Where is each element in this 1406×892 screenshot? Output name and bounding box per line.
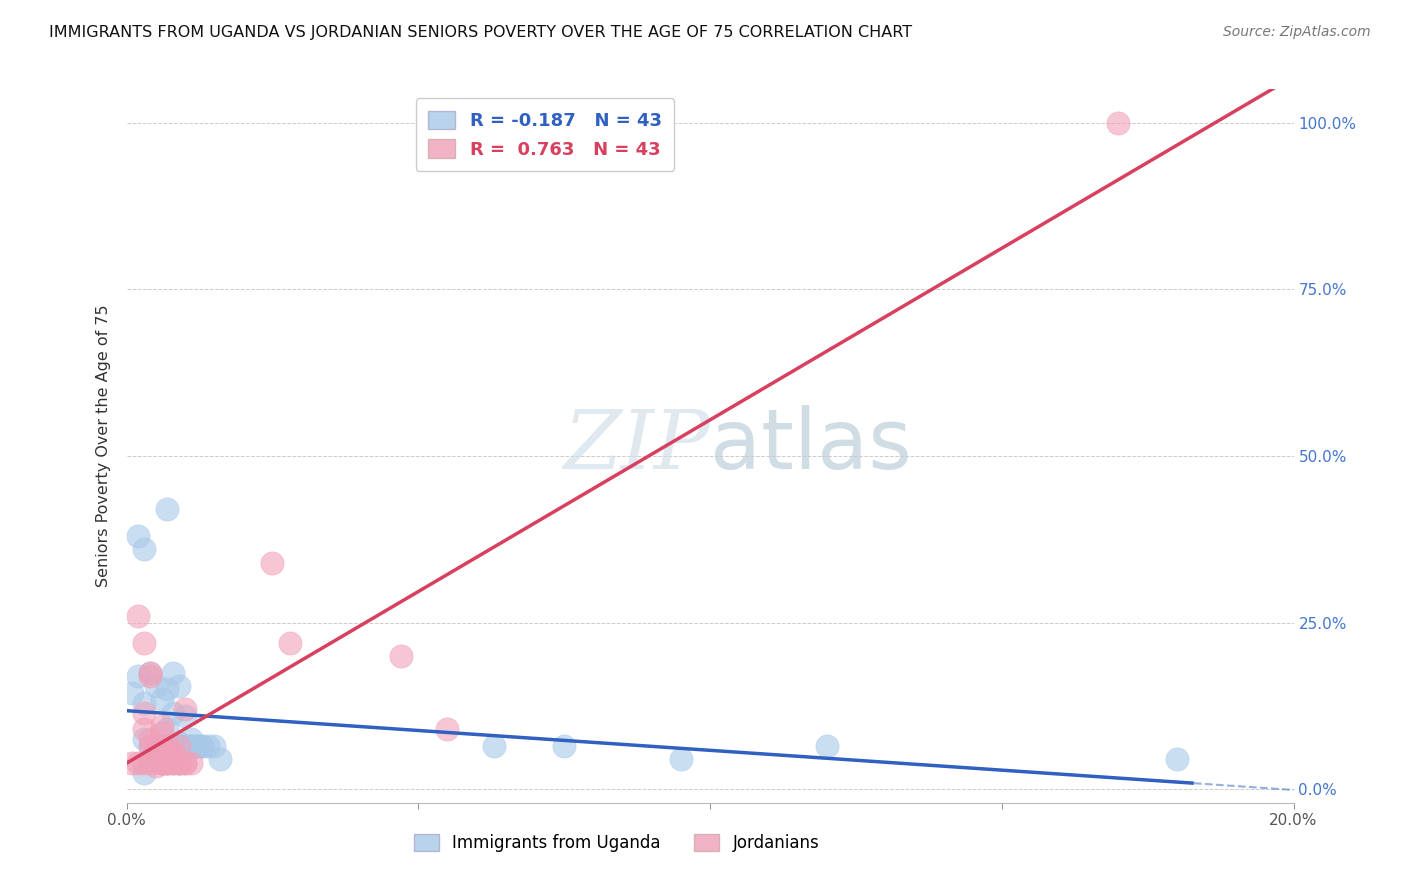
Point xyxy=(156,682,179,697)
Point xyxy=(150,692,173,706)
Point xyxy=(121,686,143,700)
Point xyxy=(150,756,173,770)
Point xyxy=(145,746,167,760)
Point xyxy=(1166,752,1188,766)
Point xyxy=(150,756,173,770)
Point xyxy=(180,739,202,753)
Point xyxy=(156,756,179,770)
Point xyxy=(150,756,173,770)
Point xyxy=(156,746,179,760)
Text: atlas: atlas xyxy=(710,406,911,486)
Y-axis label: Seniors Poverty Over the Age of 75: Seniors Poverty Over the Age of 75 xyxy=(96,305,111,587)
Point xyxy=(174,739,197,753)
Point xyxy=(127,669,149,683)
Point xyxy=(262,556,284,570)
Point xyxy=(145,739,167,753)
Point xyxy=(278,636,301,650)
Point xyxy=(145,739,167,753)
Point xyxy=(167,739,190,753)
Point xyxy=(389,649,412,664)
Point xyxy=(132,542,155,557)
Point xyxy=(132,756,155,770)
Point xyxy=(174,756,197,770)
Point xyxy=(197,739,219,753)
Point xyxy=(553,739,575,753)
Point xyxy=(208,752,231,766)
Point xyxy=(145,679,167,693)
Point xyxy=(139,739,162,753)
Point xyxy=(139,756,162,770)
Point xyxy=(156,756,179,770)
Point xyxy=(132,696,155,710)
Point xyxy=(174,702,197,716)
Point xyxy=(132,765,155,780)
Point xyxy=(815,739,838,753)
Point xyxy=(174,709,197,723)
Point xyxy=(669,752,692,766)
Point xyxy=(156,756,179,770)
Point xyxy=(132,732,155,747)
Point xyxy=(482,739,505,753)
Point xyxy=(145,739,167,753)
Legend: Immigrants from Uganda, Jordanians: Immigrants from Uganda, Jordanians xyxy=(408,827,825,859)
Point xyxy=(191,739,214,753)
Point xyxy=(191,739,214,753)
Point xyxy=(150,725,173,739)
Point xyxy=(127,529,149,543)
Point xyxy=(167,736,190,750)
Point xyxy=(167,756,190,770)
Point xyxy=(162,739,184,753)
Text: Source: ZipAtlas.com: Source: ZipAtlas.com xyxy=(1223,25,1371,39)
Point xyxy=(162,756,184,770)
Point xyxy=(156,723,179,737)
Point xyxy=(436,723,458,737)
Point xyxy=(180,756,202,770)
Point xyxy=(174,739,197,753)
Point xyxy=(162,706,184,720)
Text: IMMIGRANTS FROM UGANDA VS JORDANIAN SENIORS POVERTY OVER THE AGE OF 75 CORRELATI: IMMIGRANTS FROM UGANDA VS JORDANIAN SENI… xyxy=(49,25,912,40)
Point xyxy=(1108,115,1130,129)
Point xyxy=(139,752,162,766)
Point xyxy=(167,756,190,770)
Point xyxy=(139,669,162,683)
Point xyxy=(145,759,167,773)
Point xyxy=(132,723,155,737)
Point xyxy=(150,719,173,733)
Point xyxy=(180,739,202,753)
Point xyxy=(139,732,162,747)
Point xyxy=(162,746,184,760)
Point xyxy=(162,746,184,760)
Point xyxy=(145,739,167,753)
Point xyxy=(150,739,173,753)
Point xyxy=(132,706,155,720)
Point xyxy=(127,609,149,624)
Point xyxy=(167,739,190,753)
Point xyxy=(139,739,162,753)
Point xyxy=(162,665,184,680)
Point xyxy=(156,739,179,753)
Point xyxy=(132,636,155,650)
Point xyxy=(167,679,190,693)
Point xyxy=(167,756,190,770)
Point xyxy=(139,665,162,680)
Point xyxy=(186,739,208,753)
Point xyxy=(156,502,179,516)
Point xyxy=(162,756,184,770)
Point xyxy=(186,739,208,753)
Point xyxy=(139,665,162,680)
Text: ZIP: ZIP xyxy=(564,406,710,486)
Point xyxy=(202,739,225,753)
Point xyxy=(121,756,143,770)
Point xyxy=(150,739,173,753)
Point xyxy=(127,756,149,770)
Point xyxy=(174,756,197,770)
Point xyxy=(180,732,202,747)
